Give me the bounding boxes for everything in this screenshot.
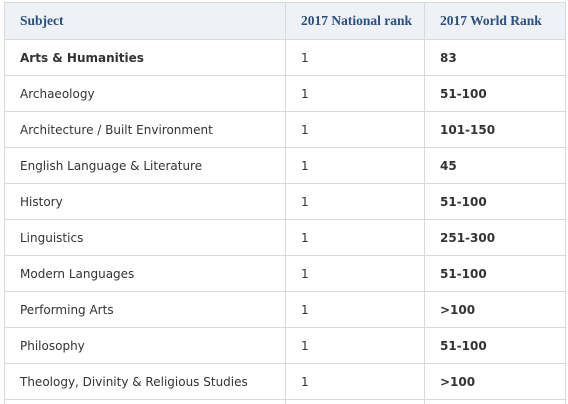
world-rank-cell: 51-100 bbox=[425, 328, 566, 364]
national-rank-cell: 1 bbox=[286, 220, 425, 256]
subject-cell: Arts & Humanities bbox=[5, 40, 286, 76]
national-rank-cell: 1 bbox=[286, 40, 425, 76]
header-row: Subject 2017 National rank 2017 World Ra… bbox=[5, 3, 566, 40]
national-rank-cell: 1 bbox=[286, 112, 425, 148]
subject-cell: History bbox=[5, 184, 286, 220]
world-rank-cell: >100 bbox=[425, 292, 566, 328]
national-rank-cell: 1 bbox=[286, 328, 425, 364]
subject-cell: Architecture / Built Environment bbox=[5, 112, 286, 148]
table-row-partial bbox=[5, 400, 566, 404]
world-rank-cell: 45 bbox=[425, 148, 566, 184]
world-rank-cell: 101-150 bbox=[425, 112, 566, 148]
subject-rankings-table: Subject 2017 National rank 2017 World Ra… bbox=[4, 2, 566, 404]
national-rank-cell: 1 bbox=[286, 76, 425, 112]
subject-cell: Performing Arts bbox=[5, 292, 286, 328]
header-subject: Subject bbox=[5, 3, 286, 40]
subject-cell: Modern Languages bbox=[5, 256, 286, 292]
world-rank-cell: 51-100 bbox=[425, 76, 566, 112]
empty-cell bbox=[5, 400, 286, 404]
subject-cell: Archaeology bbox=[5, 76, 286, 112]
national-rank-cell: 1 bbox=[286, 256, 425, 292]
header-national-rank: 2017 National rank bbox=[286, 3, 425, 40]
table-header: Subject 2017 National rank 2017 World Ra… bbox=[5, 3, 566, 40]
header-world-rank: 2017 World Rank bbox=[425, 3, 566, 40]
subject-cell: Theology, Divinity & Religious Studies bbox=[5, 364, 286, 400]
world-rank-cell: >100 bbox=[425, 364, 566, 400]
subject-cell: Linguistics bbox=[5, 220, 286, 256]
world-rank-cell: 51-100 bbox=[425, 256, 566, 292]
world-rank-cell: 251-300 bbox=[425, 220, 566, 256]
national-rank-cell: 1 bbox=[286, 364, 425, 400]
world-rank-cell: 51-100 bbox=[425, 184, 566, 220]
national-rank-cell: 1 bbox=[286, 148, 425, 184]
world-rank-cell: 83 bbox=[425, 40, 566, 76]
national-rank-cell: 1 bbox=[286, 292, 425, 328]
national-rank-cell: 1 bbox=[286, 184, 425, 220]
subject-cell: English Language & Literature bbox=[5, 148, 286, 184]
subject-cell: Philosophy bbox=[5, 328, 286, 364]
empty-cell bbox=[425, 400, 566, 404]
empty-cell bbox=[286, 400, 425, 404]
